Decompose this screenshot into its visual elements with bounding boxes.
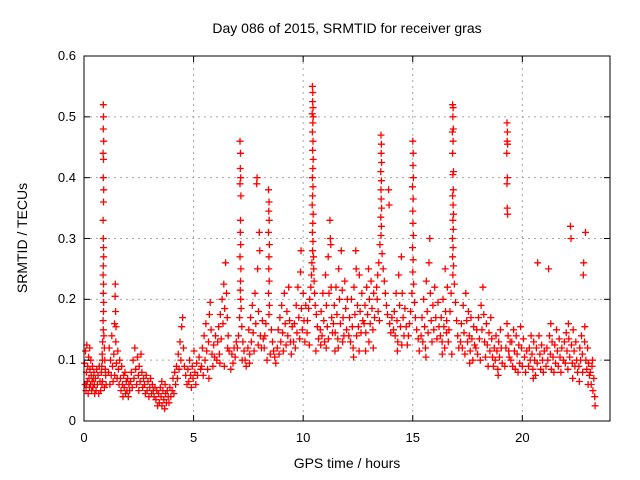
y-tick-label: 0.5 xyxy=(57,108,76,124)
y-tick-label: 0.4 xyxy=(57,169,76,185)
x-tick-label: 0 xyxy=(80,430,88,445)
x-axis-label: GPS time / hours xyxy=(293,455,401,471)
x-tick-label: 15 xyxy=(405,430,420,445)
y-tick-label: 0.1 xyxy=(57,352,76,368)
chart-title: Day 086 of 2015, SRMTID for receiver gra… xyxy=(212,20,482,36)
y-tick-label: 0.2 xyxy=(57,291,76,307)
y-tick-label: 0.3 xyxy=(57,230,76,246)
scatter-points xyxy=(80,82,599,413)
x-tick-label: 5 xyxy=(189,430,198,445)
y-tick-label: 0.6 xyxy=(57,48,76,63)
x-tick-label: 20 xyxy=(515,430,530,445)
x-tick-label: 10 xyxy=(295,430,311,445)
y-tick-label: 0 xyxy=(68,413,76,428)
